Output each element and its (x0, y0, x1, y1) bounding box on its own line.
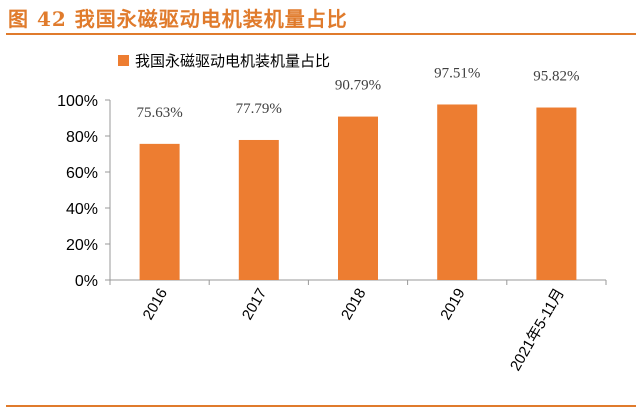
bar (536, 107, 577, 280)
bar (437, 104, 478, 281)
data-label: 77.79% (236, 101, 282, 117)
x-axis-ticks: 2016 2017 2018 2019 2021年5-11月 (109, 280, 607, 374)
x-tick-label: 2018 (338, 286, 369, 323)
data-label: 97.51% (434, 65, 480, 81)
legend: 我国永磁驱动电机装机量占比 (118, 52, 330, 70)
y-tick-label: 80% (66, 129, 98, 146)
legend-swatch (118, 55, 129, 66)
data-label: 90.79% (335, 78, 381, 94)
x-tick-label: 2019 (437, 286, 468, 323)
bottom-rule (6, 405, 636, 407)
x-tick-label: 2016 (140, 286, 171, 323)
data-labels: 75.63% 77.79% 90.79% 97.51% 95.82% (136, 65, 579, 120)
y-tick-label: 20% (66, 237, 98, 254)
y-tick-label: 100% (57, 93, 98, 110)
figure-title: 图 42 我国永磁驱动电机装机量占比 (8, 7, 348, 31)
x-tick-label: 2017 (239, 286, 270, 323)
bars (139, 104, 577, 281)
y-tick-label: 0% (75, 273, 98, 290)
data-label: 75.63% (136, 105, 182, 121)
x-tick-label: 2021年5-11月 (507, 286, 568, 374)
bar (238, 139, 279, 280)
data-label: 95.82% (533, 69, 579, 85)
y-tick-label: 40% (66, 201, 98, 218)
y-tick-label: 60% (66, 165, 98, 182)
figure-header: 图 42 我国永磁驱动电机装机量占比 (6, 0, 636, 35)
y-axis-ticks: 0% 20% 40% 60% 80% 100% (57, 93, 110, 290)
bar (338, 116, 378, 280)
bar (139, 143, 180, 280)
legend-label: 我国永磁驱动电机装机量占比 (135, 52, 330, 70)
